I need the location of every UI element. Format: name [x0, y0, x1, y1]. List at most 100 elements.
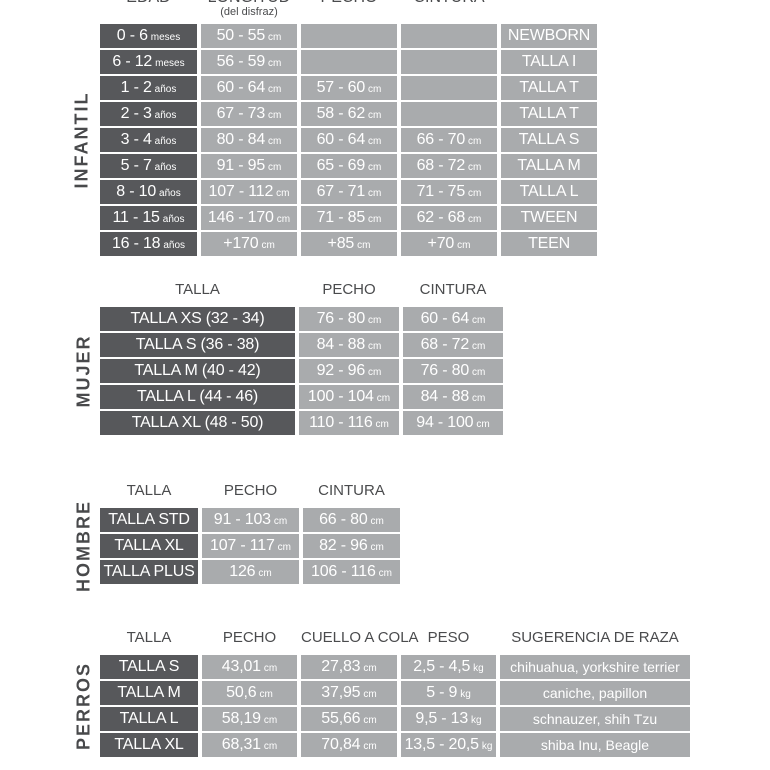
table-cell: 1 - 2 años: [100, 76, 197, 100]
table-row: 11 - 15 años 146 - 170 cm 71 - 85 cm 62 - 68 cm…: [100, 206, 597, 230]
table-cell: TALLA M (40 - 42): [100, 359, 295, 383]
table-cell: TALLA XL (48 - 50): [100, 411, 295, 435]
table-cell: 60 - 64 cm: [403, 307, 503, 331]
column-header: TALLA: [126, 629, 172, 646]
table-row: TALLA XL 68,31 cm 70,84 cm 13,5 - 20,5 kg shiba…: [100, 733, 690, 757]
unit-label: cm: [268, 162, 282, 173]
unit-label: cm: [468, 136, 482, 147]
unit-label: cm: [263, 741, 278, 752]
column-header: PECHO: [223, 482, 278, 499]
table-row: TALLA PLUS 126 cm 106 - 116 cm: [100, 560, 400, 584]
table-cell: TALLA M: [100, 681, 198, 705]
header-row: TALLA PECHO CINTURA: [100, 281, 503, 298]
table-cell: 13,5 - 20,5 kg: [401, 733, 496, 757]
table-cell: 11 - 15 años: [100, 206, 197, 230]
table-cell: [401, 76, 497, 100]
table-cell: 76 - 80 cm: [403, 359, 503, 383]
table-cell: 50 - 55 cm: [201, 24, 297, 48]
table-cell: 84 - 88 cm: [403, 385, 503, 409]
unit-label: cm: [375, 419, 389, 430]
table-cell: 2 - 3 años: [100, 102, 197, 126]
column-header: CINTURA: [419, 281, 487, 298]
table-cell: 107 - 112 cm: [201, 180, 297, 204]
table-cell: 91 - 103 cm: [202, 508, 299, 532]
table-cell: 82 - 96 cm: [303, 534, 400, 558]
column-header: PECHO: [322, 281, 376, 298]
column-header: TALLA: [175, 281, 220, 298]
table-cell: 68,31 cm: [202, 733, 297, 757]
table-row: TALLA M 50,6 cm 37,95 cm 5 - 9 kg caniche, papi…: [100, 681, 690, 705]
table-cell: TALLA L (44 - 46): [100, 385, 295, 409]
unit-label: cm: [273, 516, 288, 527]
table-row: 8 - 10 años 107 - 112 cm 67 - 71 cm 71 - 75 cm T…: [100, 180, 597, 204]
table-cell: 57 - 60 cm: [301, 76, 397, 100]
table-cell: 66 - 80 cm: [303, 508, 400, 532]
table-cell: 2,5 - 4,5 kg: [401, 655, 496, 679]
column-header: PESO: [427, 629, 470, 646]
table-cell: 100 - 104 cm: [299, 385, 399, 409]
table-row: TALLA M (40 - 42) 92 - 96 cm 76 - 80 cm: [100, 359, 503, 383]
unit-label: años: [154, 110, 177, 121]
table-cell: 60 - 64 cm: [201, 76, 297, 100]
table-cell: TALLA XS (32 - 34): [100, 307, 295, 331]
table-row: 0 - 6 meses 50 - 55 cm NEWBORN: [100, 24, 597, 48]
unit-label: cm: [370, 516, 384, 527]
column-subheader: (del disfraz): [220, 6, 278, 18]
table-cell: shiba Inu, Beagle: [500, 733, 690, 757]
table-cell: 67 - 71 cm: [301, 180, 397, 204]
table-row: 6 - 12 meses 56 - 59 cm TALLA I: [100, 50, 597, 74]
table-body: TALLA XS (32 - 34) 76 - 80 cm 60 - 64 cm TALL…: [100, 307, 503, 435]
header-row: TALLA PECHO CUELLO A COLA PESO SUGERENCIA DE…: [100, 629, 690, 646]
table-row: 1 - 2 años 60 - 64 cm 57 - 60 cm TALLA T: [100, 76, 597, 100]
unit-label: cm: [268, 58, 282, 69]
table-cell: TALLA S: [100, 655, 198, 679]
unit-label: cm: [472, 393, 486, 404]
unit-label: cm: [376, 393, 391, 404]
table-cell: +170 cm: [201, 232, 297, 256]
table-cell: TALLA S: [501, 128, 597, 152]
unit-label: años: [159, 188, 181, 199]
column-header: PECHO: [301, 0, 397, 19]
unit-label: cm: [263, 715, 278, 726]
table-cell: 16 - 18 años: [100, 232, 197, 256]
table-row: TALLA XS (32 - 34) 76 - 80 cm 60 - 64 cm: [100, 307, 503, 331]
unit-label: kg: [473, 663, 484, 674]
column-header: LONGITUD(del disfraz): [201, 0, 297, 19]
table-cell: 126 cm: [202, 560, 299, 584]
table-cell: TWEEN: [501, 206, 597, 230]
unit-label: cm: [268, 32, 282, 43]
table-row: TALLA L 58,19 cm 55,66 cm 9,5 - 13 kg schnauzer…: [100, 707, 690, 731]
table-cell: 9,5 - 13 kg: [401, 707, 496, 731]
table-row: TALLA S (36 - 38) 84 - 88 cm 68 - 72 cm: [100, 333, 503, 357]
unit-label: cm: [368, 84, 382, 95]
table-row: 16 - 18 años +170 cm +85 cm +70 cm TEEN: [100, 232, 597, 256]
column-header: SUGERENCIA DE RAZA: [511, 629, 679, 646]
section-label-mujer: MUJER: [73, 334, 94, 408]
table-cell: 50,6 cm: [202, 681, 297, 705]
table-cell: 58,19 cm: [202, 707, 297, 731]
unit-label: kg: [481, 741, 493, 752]
column-header: EDAD: [100, 0, 197, 19]
table-cell: 80 - 84 cm: [201, 128, 297, 152]
table-cell: 3 - 4 años: [100, 128, 197, 152]
table-row: TALLA STD 91 - 103 cm 66 - 80 cm: [100, 508, 400, 532]
table-row: TALLA L (44 - 46) 100 - 104 cm 84 - 88 cm: [100, 385, 503, 409]
table-cell: chihuahua, yorkshire terrier: [500, 655, 690, 679]
table-cell: 60 - 64 cm: [301, 128, 397, 152]
table-cell: 106 - 116 cm: [303, 560, 400, 584]
table-cell: 110 - 116 cm: [299, 411, 399, 435]
table-cell: 71 - 75 cm: [401, 180, 497, 204]
table-cell: TALLA L: [501, 180, 597, 204]
table-cell: schnauzer, shih Tzu: [500, 707, 690, 731]
unit-label: meses: [155, 58, 185, 69]
column-header: CINTURA: [318, 482, 385, 499]
unit-label: años: [163, 240, 186, 251]
table-cell: 0 - 6 meses: [100, 24, 197, 48]
table-cell: 68 - 72 cm: [403, 333, 503, 357]
table-cell: 67 - 73 cm: [201, 102, 297, 126]
unit-label: cm: [268, 110, 282, 121]
table-body: TALLA STD 91 - 103 cm 66 - 80 cm TALLA XL 107 …: [100, 508, 400, 584]
table-cell: 92 - 96 cm: [299, 359, 399, 383]
unit-label: cm: [370, 542, 384, 553]
header-row: TALLA PECHO CINTURA: [100, 482, 400, 499]
